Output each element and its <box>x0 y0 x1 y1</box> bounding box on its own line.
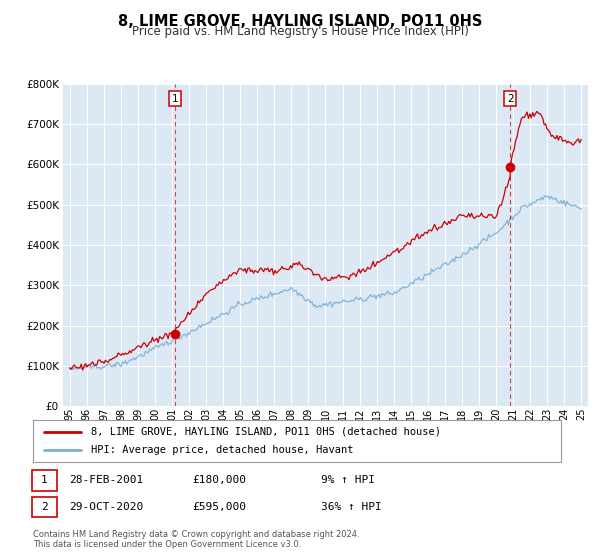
Text: 28-FEB-2001: 28-FEB-2001 <box>69 475 143 486</box>
Text: 8, LIME GROVE, HAYLING ISLAND, PO11 0HS (detached house): 8, LIME GROVE, HAYLING ISLAND, PO11 0HS … <box>91 427 441 437</box>
Text: £180,000: £180,000 <box>192 475 246 486</box>
Text: 2: 2 <box>41 502 48 512</box>
Text: £595,000: £595,000 <box>192 502 246 512</box>
Text: 9% ↑ HPI: 9% ↑ HPI <box>321 475 375 486</box>
Text: Contains HM Land Registry data © Crown copyright and database right 2024.: Contains HM Land Registry data © Crown c… <box>33 530 359 539</box>
Text: 8, LIME GROVE, HAYLING ISLAND, PO11 0HS: 8, LIME GROVE, HAYLING ISLAND, PO11 0HS <box>118 14 482 29</box>
Text: 2: 2 <box>507 94 514 104</box>
Text: 1: 1 <box>41 475 48 486</box>
Text: 1: 1 <box>172 94 178 104</box>
Text: 29-OCT-2020: 29-OCT-2020 <box>69 502 143 512</box>
Text: Price paid vs. HM Land Registry's House Price Index (HPI): Price paid vs. HM Land Registry's House … <box>131 25 469 38</box>
Text: This data is licensed under the Open Government Licence v3.0.: This data is licensed under the Open Gov… <box>33 540 301 549</box>
Text: 36% ↑ HPI: 36% ↑ HPI <box>321 502 382 512</box>
Text: HPI: Average price, detached house, Havant: HPI: Average price, detached house, Hava… <box>91 445 353 455</box>
